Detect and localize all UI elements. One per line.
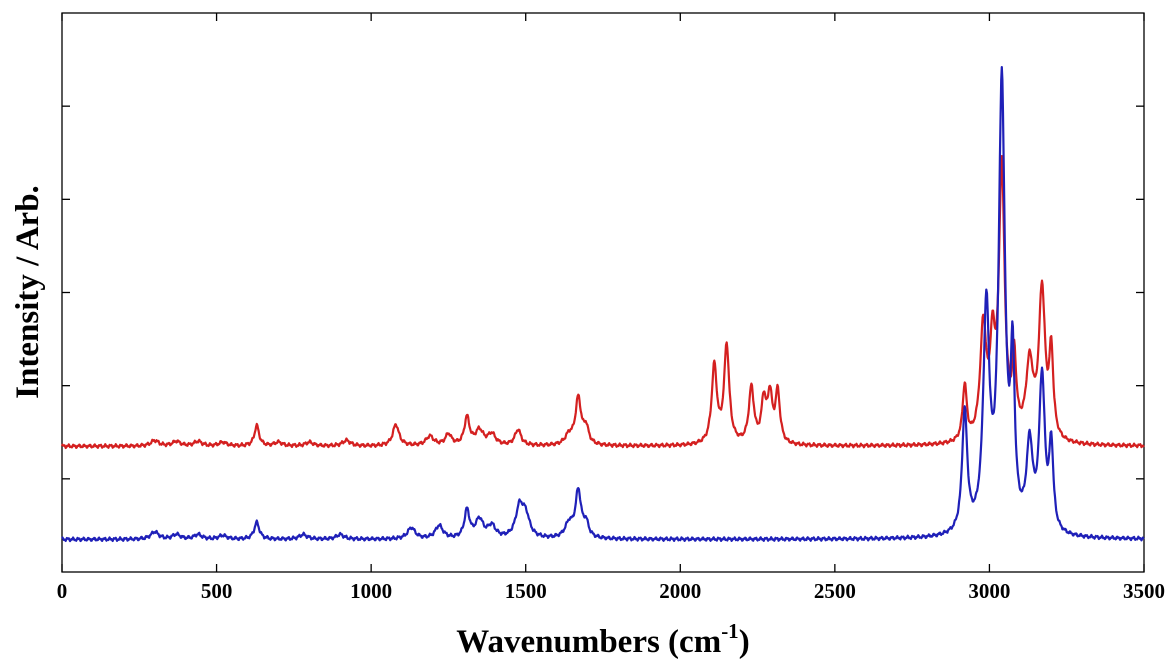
x-tick-label: 1500	[505, 579, 547, 603]
x-axis-title: Wavenumbers (cm-1)	[456, 619, 749, 660]
plot-area: 0 500 1000 1500 2000 2500 3000 3500	[57, 12, 1165, 603]
x-axis-title-close: )	[739, 624, 750, 660]
series-line-1	[61, 66, 1145, 543]
x-tick-label: 1000	[350, 579, 392, 603]
x-tick-label: 3500	[1123, 579, 1165, 603]
x-tick-label: 2000	[659, 579, 701, 603]
ticks-layer: 0 500 1000 1500 2000 2500 3000 3500	[57, 13, 1165, 603]
x-axis-title-main: Wavenumbers (cm	[456, 624, 721, 660]
series-layer	[60, 66, 1145, 543]
plot-frame	[61, 12, 1145, 573]
x-tick-label: 2500	[814, 579, 856, 603]
x-tick-label: 0	[57, 579, 68, 603]
x-tick-label: 500	[201, 579, 233, 603]
series-line-0	[60, 155, 1145, 450]
x-tick-label: 3000	[968, 579, 1010, 603]
x-axis-title-sup: -1	[721, 619, 739, 643]
y-axis-title: Intensity / Arb.	[10, 185, 46, 399]
